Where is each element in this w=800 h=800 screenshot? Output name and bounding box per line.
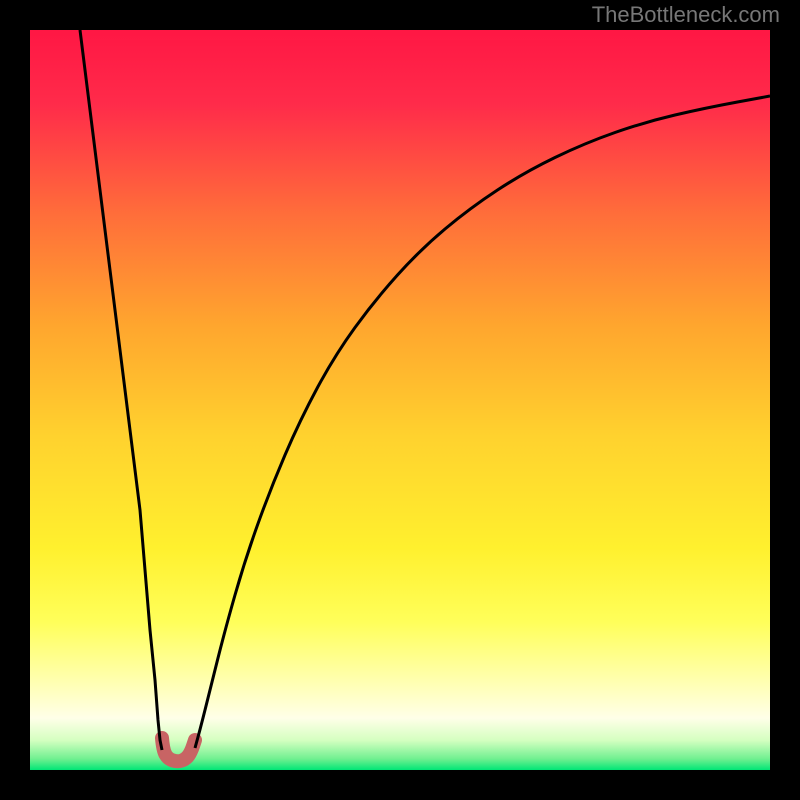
curves-layer <box>30 30 770 770</box>
curve-right-line <box>195 96 770 748</box>
plot-area <box>30 30 770 770</box>
watermark-text: TheBottleneck.com <box>592 2 780 28</box>
curve-left-line <box>80 30 162 750</box>
bottleneck-marker <box>162 738 195 761</box>
